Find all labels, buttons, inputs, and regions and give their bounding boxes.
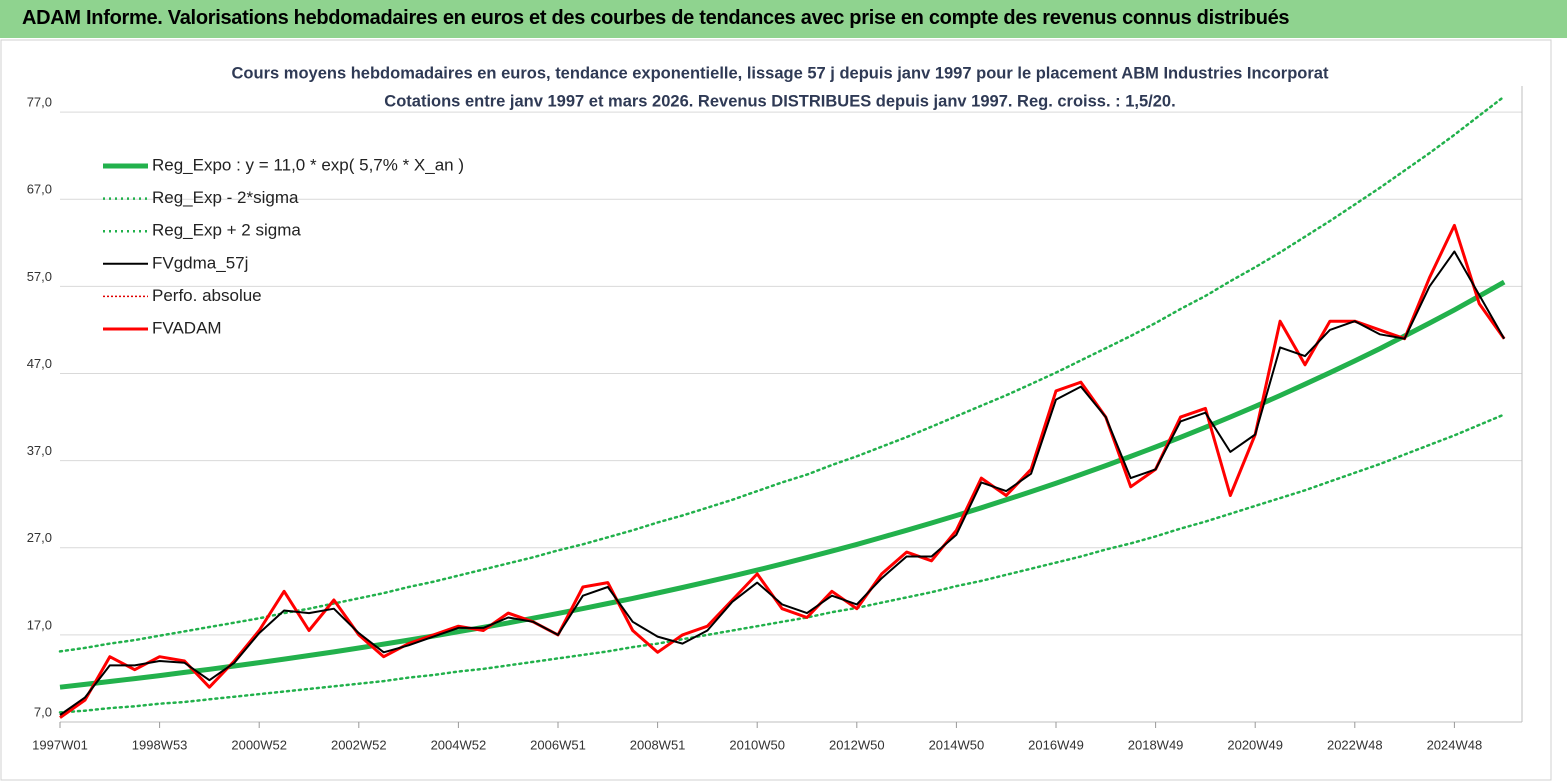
x-tick-label: 2018W49 (1128, 737, 1184, 752)
x-tick-label: 1998W53 (132, 737, 188, 752)
legend-label: Reg_Exp - 2*sigma (152, 188, 299, 207)
legend-label: FVADAM (152, 318, 222, 337)
legend-label: FVgdma_57j (152, 253, 248, 272)
y-tick-label: 57,0 (27, 269, 52, 284)
series-line (58, 95, 1506, 653)
x-tick-label: 2000W52 (231, 737, 287, 752)
x-tick-label: 2024W48 (1427, 737, 1483, 752)
x-tick-label: 2004W52 (431, 737, 487, 752)
chart-frame (0, 39, 1552, 781)
y-tick-label: 27,0 (27, 530, 52, 545)
chart-title: Cours moyens hebdomadaires en euros, ten… (232, 64, 1329, 82)
x-tick-label: 2020W49 (1227, 737, 1283, 752)
x-tick-label: 2006W51 (530, 737, 586, 752)
header-banner: ADAM Informe. Valorisations hebdomadaire… (0, 0, 1567, 38)
y-tick-label: 67,0 (27, 182, 52, 197)
series-line (59, 250, 1506, 716)
series-line (58, 413, 1506, 714)
y-tick-label: 47,0 (27, 356, 52, 371)
chart: Cours moyens hebdomadaires en euros, ten… (0, 39, 1552, 781)
legend-label: Perfo. absolue (152, 286, 262, 305)
x-tick-label: 1997W01 (32, 737, 88, 752)
chart-subtitle: Cotations entre janv 1997 et mars 2026. … (384, 92, 1175, 110)
y-tick-label: 37,0 (27, 443, 52, 458)
x-tick-label: 2002W52 (331, 737, 387, 752)
y-tick-label: 7,0 (34, 704, 52, 719)
x-tick-label: 2022W48 (1327, 737, 1383, 752)
x-tick-label: 2010W50 (729, 737, 785, 752)
legend-label: Reg_Expo : y = 11,0 * exp( 5,7% * X_an ) (152, 155, 464, 174)
x-tick-label: 2008W51 (630, 737, 686, 752)
x-tick-label: 2014W50 (929, 737, 985, 752)
legend-label: Reg_Exp + 2 sigma (152, 221, 301, 240)
y-tick-label: 77,0 (27, 95, 52, 110)
header-title: ADAM Informe. Valorisations hebdomadaire… (22, 7, 1290, 29)
y-tick-label: 17,0 (27, 617, 52, 632)
x-tick-label: 2016W49 (1028, 737, 1084, 752)
series-line (59, 223, 1506, 719)
x-tick-label: 2012W50 (829, 737, 885, 752)
